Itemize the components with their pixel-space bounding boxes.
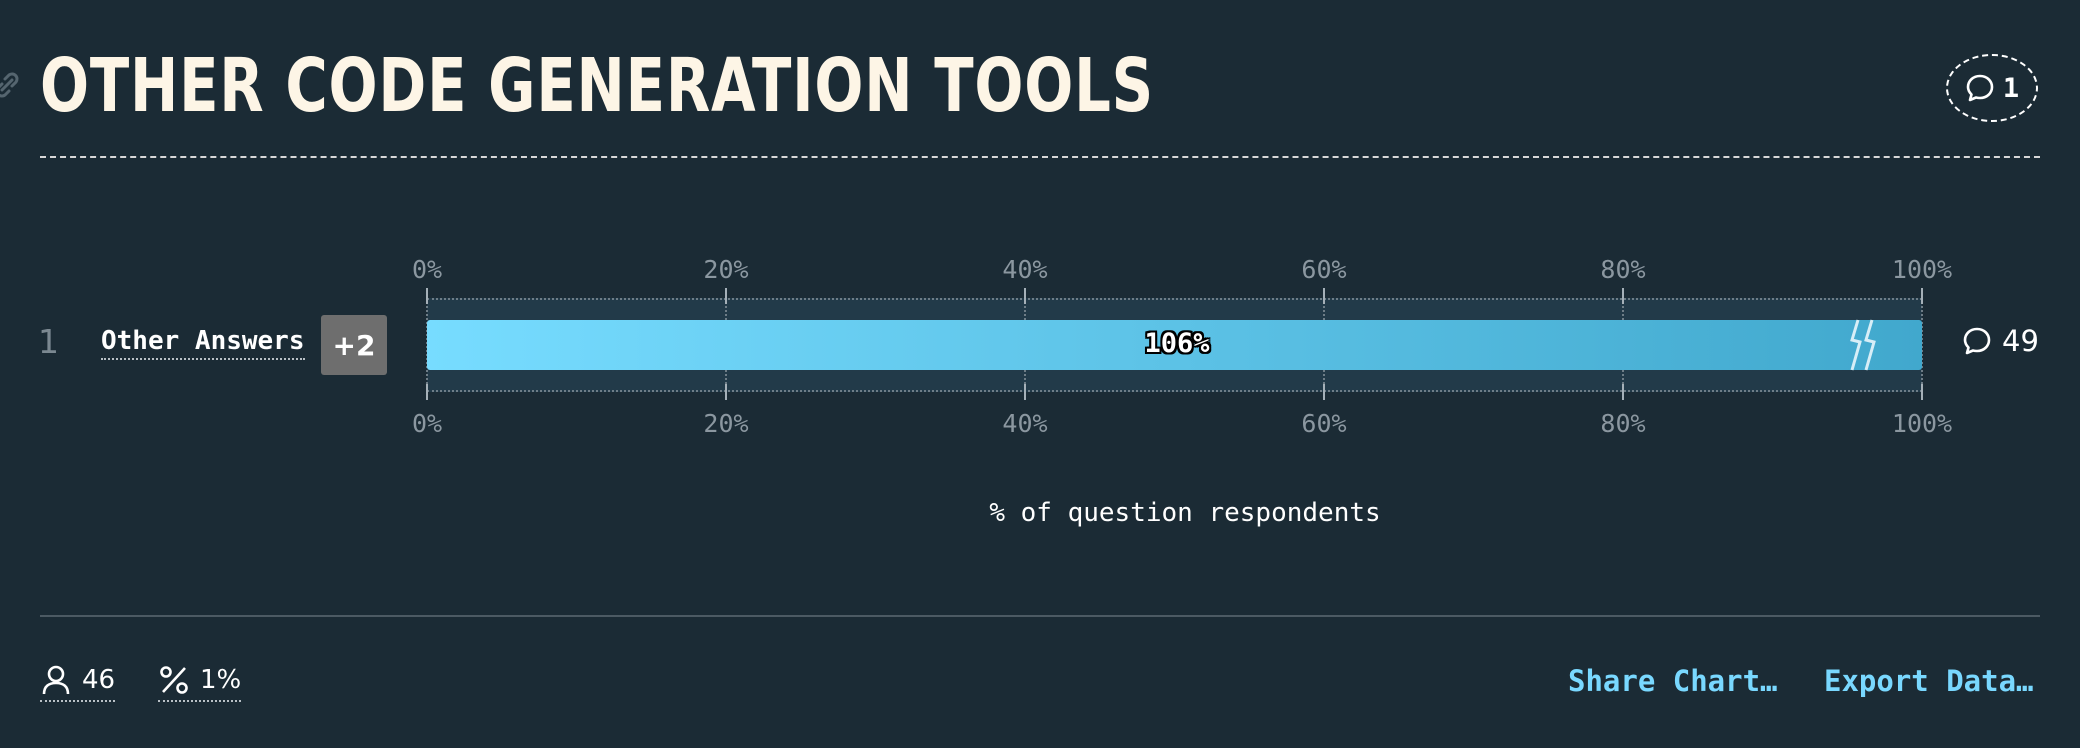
x-tick-label-bottom: 20% xyxy=(703,409,749,438)
comments-count: 1 xyxy=(2002,72,2020,104)
percentage-value: 1% xyxy=(200,665,242,695)
x-tick-label-top: 80% xyxy=(1600,255,1646,284)
x-tick-bottom xyxy=(1622,384,1624,400)
x-tick-label-top: 40% xyxy=(1002,255,1048,284)
x-tick-label-bottom: 40% xyxy=(1002,409,1048,438)
percentage-stat[interactable]: 1% xyxy=(158,664,242,702)
row-rank: 1 xyxy=(38,322,59,361)
x-tick-label-bottom: 60% xyxy=(1301,409,1347,438)
respondents-count: 46 xyxy=(82,665,116,695)
x-axis-title: % of question respondents xyxy=(989,498,1381,528)
bar-other-answers[interactable] xyxy=(427,320,1922,370)
respondents-stat[interactable]: 46 xyxy=(40,664,116,702)
more-answers-badge[interactable]: +2 xyxy=(321,315,387,375)
x-tick-top xyxy=(1622,288,1624,304)
x-tick-top xyxy=(1024,288,1026,304)
bar-value-label: 106% xyxy=(1144,328,1210,359)
x-tick-label-bottom: 0% xyxy=(411,409,443,438)
x-tick-top xyxy=(1323,288,1325,304)
page-title: OTHER CODE GENERATION TOOLS xyxy=(40,43,1154,129)
x-tick-bottom xyxy=(1921,384,1923,400)
comment-icon xyxy=(1963,327,1991,355)
x-tick-bottom xyxy=(426,384,428,400)
comments-button[interactable]: 1 xyxy=(1946,54,2038,122)
user-icon xyxy=(42,665,70,695)
x-tick-label-top: 100% xyxy=(1891,255,1953,284)
share-chart-button[interactable]: Share Chart… xyxy=(1568,664,1778,698)
truncation-break-icon xyxy=(1850,319,1876,371)
x-tick-bottom xyxy=(1323,384,1325,400)
category-label[interactable]: Other Answers xyxy=(101,326,305,360)
x-gridline xyxy=(1921,298,1923,392)
x-tick-top xyxy=(426,288,428,304)
percent-icon xyxy=(160,666,188,694)
comment-icon xyxy=(1966,74,1994,102)
row-comments[interactable]: 49 xyxy=(1962,324,2039,358)
x-tick-top xyxy=(725,288,727,304)
x-tick-label-top: 20% xyxy=(703,255,749,284)
x-tick-label-bottom: 80% xyxy=(1600,409,1646,438)
x-tick-label-bottom: 100% xyxy=(1891,409,1953,438)
x-tick-top xyxy=(1921,288,1923,304)
footer-divider xyxy=(40,615,2040,617)
export-data-button[interactable]: Export Data… xyxy=(1824,664,2034,698)
x-tick-label-top: 0% xyxy=(411,255,443,284)
x-tick-bottom xyxy=(725,384,727,400)
row-comment-count: 49 xyxy=(2002,324,2039,358)
link-icon[interactable] xyxy=(0,70,22,100)
x-tick-label-top: 60% xyxy=(1301,255,1347,284)
header-divider xyxy=(40,156,2040,158)
x-tick-bottom xyxy=(1024,384,1026,400)
